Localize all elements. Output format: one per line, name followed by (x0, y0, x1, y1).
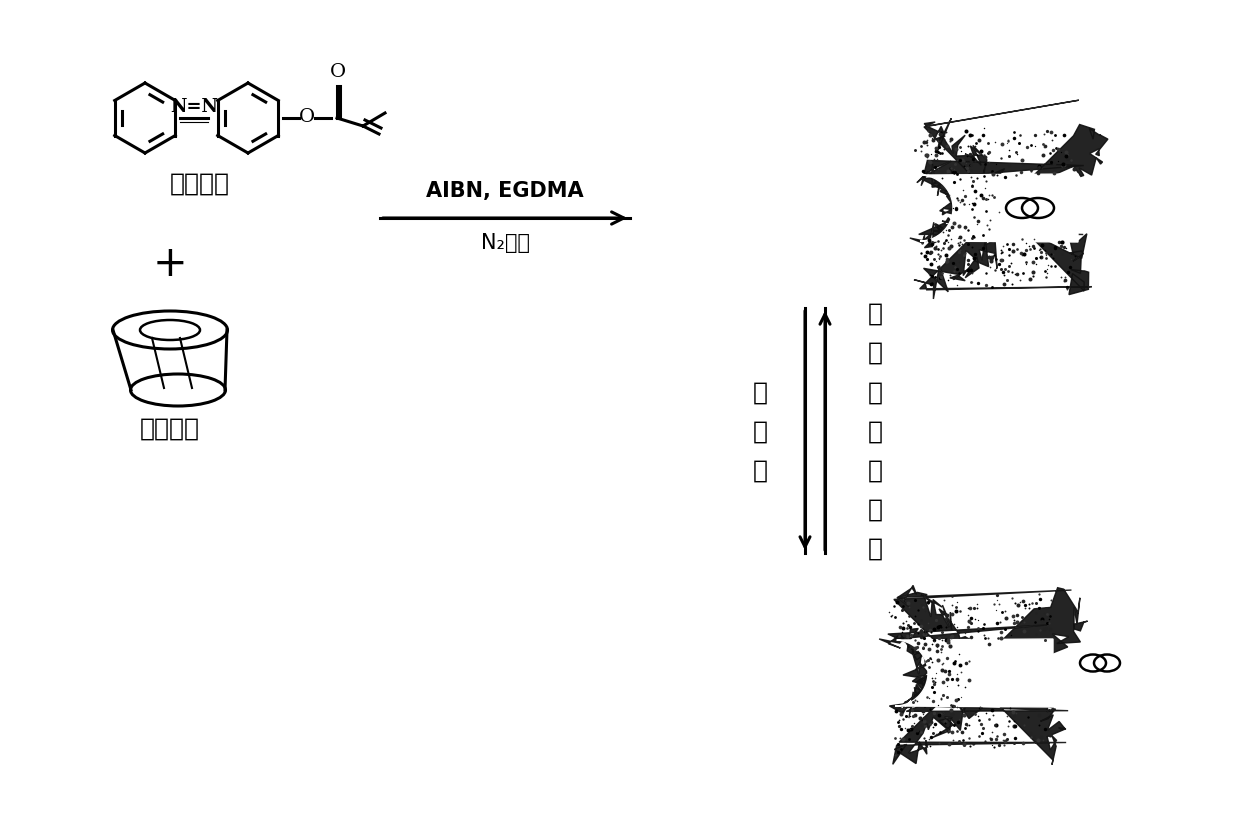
Text: +: + (153, 243, 187, 285)
Polygon shape (879, 585, 1087, 765)
Text: O: O (299, 108, 315, 126)
Text: 功能单体: 功能单体 (170, 171, 229, 195)
Text: N=N: N=N (170, 98, 218, 116)
Text: 紫
外
光: 紫 外 光 (753, 380, 768, 482)
Text: N₂保护: N₂保护 (481, 233, 529, 253)
Text: 黑
暗
或
是
可
见
光: 黑 暗 或 是 可 见 光 (868, 301, 883, 561)
Text: 模板分子: 模板分子 (140, 416, 200, 440)
Text: O: O (330, 63, 346, 81)
Polygon shape (895, 639, 1053, 707)
Polygon shape (920, 175, 1078, 243)
Polygon shape (910, 101, 1107, 300)
Text: AIBN, EGDMA: AIBN, EGDMA (427, 181, 584, 200)
